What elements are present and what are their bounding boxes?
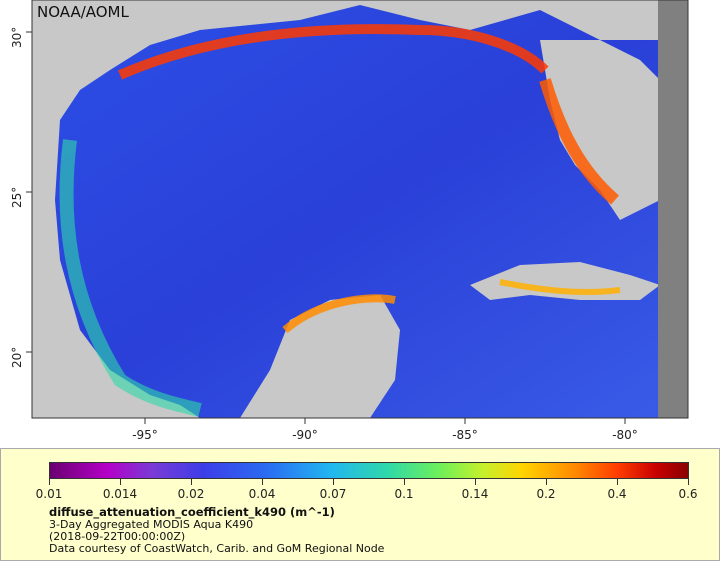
colorbar (49, 462, 689, 479)
time-label: (2018-09-22T00:00:00Z) (49, 530, 186, 543)
legend-panel: 0.01 0.014 0.02 0.04 0.07 0.1 0.14 0.2 0… (0, 448, 720, 561)
y-tick-label: 30° (10, 26, 24, 48)
x-tick-label: -80° (612, 428, 638, 442)
colorbar-label: 0.4 (607, 487, 627, 501)
colorbar-tick (475, 479, 476, 485)
colorbar-label: 0.1 (394, 487, 414, 501)
land-yucatan (240, 295, 400, 418)
colorbar-tick (262, 479, 263, 485)
y-tick-label: 20° (10, 346, 24, 368)
plot-frame (31, 0, 689, 419)
colorbar-label: 0.6 (678, 487, 698, 501)
coastal-band-mexico (59, 139, 202, 417)
coastal-band-florida (539, 78, 619, 205)
colorbar-label: 0.07 (319, 487, 347, 501)
colorbar-label: 0.02 (177, 487, 205, 501)
colorbar-tick (333, 479, 334, 485)
credit-label: NOAA/AOML (37, 3, 129, 21)
colorbar-tick (120, 479, 121, 485)
land-us (32, 0, 688, 120)
colorbar-tick (617, 479, 618, 485)
colorbar-label: 0.01 (35, 487, 63, 501)
map-frame: NOAA/AOML -95° -90° -85° -80° 30° 25° 20… (10, 0, 689, 442)
colorbar-tick (404, 479, 405, 485)
colorbar-tick (688, 479, 689, 485)
colorbar-tick (49, 479, 50, 485)
colorbar-label: 0.2 (536, 487, 556, 501)
coastal-band-cuba (499, 279, 621, 295)
land-mexico (32, 120, 200, 418)
colorbar-label: 0.014 (102, 487, 138, 501)
no-data-strip (658, 0, 688, 418)
map-svg (26, 0, 689, 424)
x-tick-label: -90° (292, 428, 318, 442)
x-tick-label: -95° (132, 428, 158, 442)
x-tick-label: -85° (452, 428, 478, 442)
courtesy-label: Data courtesy of CoastWatch, Carib. and … (49, 542, 385, 555)
colorbar-tick (546, 479, 547, 485)
colorbar-label: 0.14 (461, 487, 489, 501)
colorbar-tick (191, 479, 192, 485)
variable-name: diffuse_attenuation_coefficient_k490 (m^… (49, 505, 335, 519)
coastal-band-north (117, 24, 549, 80)
colorbar-label: 0.04 (248, 487, 276, 501)
dataset-name: 3-Day Aggregated MODIS Aqua K490 (49, 518, 254, 531)
coastal-band-yucatan (282, 294, 396, 334)
land-florida (540, 40, 660, 220)
y-tick-label: 25° (10, 186, 24, 208)
